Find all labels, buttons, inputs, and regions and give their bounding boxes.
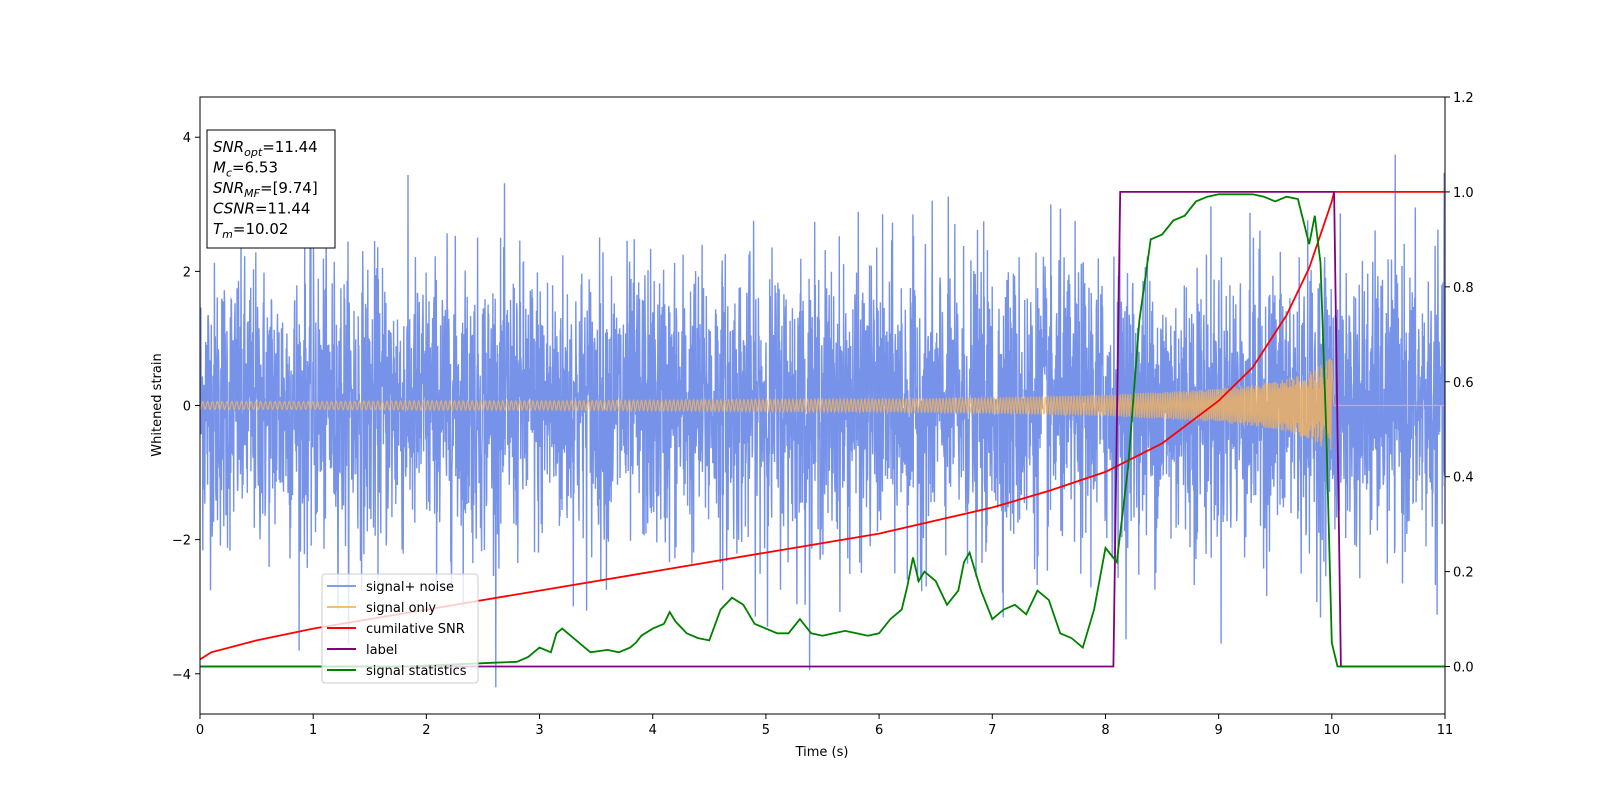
signal-statistics-line (200, 193, 1445, 668)
y2-tick-label: 0.2 (1453, 566, 1474, 581)
info-box-frame (206, 129, 336, 249)
x-tick-label: 8 (1101, 723, 1109, 738)
y2-tick-label: 0.6 (1453, 376, 1474, 391)
y-tick-label: 2 (183, 265, 191, 280)
series-signal-plus-noise (200, 154, 1445, 688)
y2-tick-label: 0.8 (1453, 281, 1474, 296)
x-tick-label: 9 (1214, 723, 1222, 738)
x-tick-label: 4 (649, 723, 657, 738)
y-tick-label: 4 (183, 131, 191, 146)
y2-tick-label: 0.4 (1453, 471, 1474, 486)
info-symbol: SNR (213, 138, 244, 156)
y-axis-ticks: 4 2 0 −2 −4 (172, 131, 200, 683)
y2-tick-label: 0.0 (1453, 661, 1474, 676)
info-line: CSNR=11.44 (213, 200, 310, 218)
y2-axis-ticks: 1.2 1.0 0.8 0.6 0.4 0.2 0.0 (1445, 91, 1474, 676)
y2-tick-label: 1.0 (1453, 186, 1474, 201)
legend-entry: signal only (366, 601, 436, 616)
legend-frame (321, 573, 479, 684)
x-axis-ticks: 0 1 2 3 4 5 6 7 8 9 10 11 (196, 714, 1453, 738)
info-symbol: SNR (213, 179, 244, 197)
legend-entry: label (366, 643, 397, 658)
info-value: =6.53 (232, 159, 278, 177)
y-tick-label: −2 (172, 534, 191, 549)
x-tick-label: 3 (535, 723, 543, 738)
info-subscript: opt (244, 146, 263, 159)
info-subscript: c (226, 167, 232, 180)
legend-entry: signal statistics (366, 664, 467, 679)
x-tick-label: 10 (1324, 723, 1341, 738)
y-axis-label: Whitened strain (150, 353, 165, 456)
info-line: SNRopt=11.44 (213, 138, 318, 159)
x-tick-label: 6 (875, 723, 883, 738)
y-tick-label: 0 (183, 400, 191, 415)
x-tick-label: 1 (309, 723, 317, 738)
legend-entry: signal+ noise (366, 580, 454, 595)
info-value: =[9.74] (260, 179, 318, 197)
y-tick-label: −4 (172, 668, 191, 683)
x-tick-label: 5 (762, 723, 770, 738)
info-symbol: M (213, 159, 226, 177)
info-value: =11.44 (262, 138, 318, 156)
info-value: =11.44 (255, 200, 311, 218)
info-line: Mc=6.53 (213, 159, 278, 180)
signal-only-line (200, 358, 1445, 451)
info-symbol: T (213, 220, 224, 238)
info-line: Tm=10.02 (213, 220, 288, 241)
x-tick-label: 7 (988, 723, 996, 738)
info-line: SNRMF=[9.74] (213, 179, 318, 200)
y2-tick-label: 1.2 (1453, 91, 1474, 106)
info-subscript: m (222, 228, 233, 241)
legend-entry: cumilative SNR (366, 622, 465, 637)
info-value: =10.02 (233, 220, 289, 238)
x-tick-label: 11 (1437, 723, 1454, 738)
series-signal-only (200, 358, 1445, 451)
x-tick-label: 0 (196, 723, 204, 738)
info-symbol: CSNR (213, 200, 255, 218)
x-axis-label: Time (s) (795, 745, 849, 760)
snr-info-box: SNRopt=11.44Mc=6.53SNRMF=[9.74]CSNR=11.4… (206, 129, 336, 249)
signal-plus-noise-line (200, 154, 1445, 688)
info-subscript: MF (244, 187, 260, 200)
legend: signal+ noise signal only cumilative SNR la… (321, 573, 479, 684)
x-tick-label: 2 (422, 723, 430, 738)
